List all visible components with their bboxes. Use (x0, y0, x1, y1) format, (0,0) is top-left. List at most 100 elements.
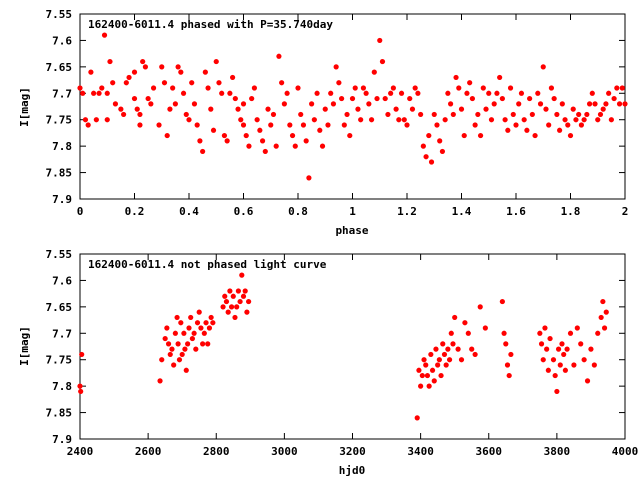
unphased-data-point (567, 330, 574, 336)
phased-data-point (464, 90, 470, 96)
unphased-data-point (428, 351, 434, 358)
phased-data-point (104, 117, 110, 123)
unphased-xtick-label: 3400 (407, 445, 434, 458)
unphased-data-point (564, 346, 570, 352)
phased-data-point (393, 106, 399, 112)
unphased-data-point (550, 357, 557, 363)
phased-data-point (420, 143, 426, 149)
phased-data-point (150, 85, 157, 91)
unphased-data-point (227, 288, 233, 294)
unphased-data-point (506, 372, 512, 379)
phased-data-point (396, 117, 402, 123)
phased-data-point (194, 122, 200, 128)
unphased-data-point (185, 341, 191, 347)
unphased-data-point (431, 378, 437, 384)
phased-data-point (439, 148, 446, 155)
phased-ytick-label: 7.7 (52, 87, 72, 100)
unphased-data-point (193, 346, 199, 352)
phased-data-point (524, 127, 530, 133)
unphased-data-point (581, 357, 587, 363)
unphased-data-point (557, 362, 563, 368)
phased-data-point (131, 95, 138, 102)
unphased-data-point (503, 341, 509, 347)
unphased-data-point (172, 330, 178, 336)
phased-data-point (592, 101, 598, 107)
phased-data-point (259, 138, 266, 144)
phased-data-point (379, 58, 386, 65)
unphased-data-point (446, 357, 453, 363)
phased-data-point (77, 85, 83, 91)
phased-data-point (382, 95, 388, 102)
phased-data-point (99, 85, 105, 91)
unphased-data-point (559, 341, 565, 347)
phased-data-point (126, 74, 132, 81)
phased-data-point (134, 106, 140, 112)
unphased-data-point (167, 351, 173, 358)
phased-data-point (529, 111, 535, 118)
phased-data-point (551, 95, 557, 102)
phased-data-point (104, 90, 110, 96)
phased-plot-title: 162400-6011.4 phased with P=35.740day (88, 18, 333, 31)
phased-data-point (178, 69, 184, 75)
phased-data-point (491, 101, 497, 107)
phased-data-point (180, 90, 187, 96)
unphased-xtick-label: 2600 (135, 445, 162, 458)
phased-data-point (434, 122, 440, 128)
phased-data-point (581, 117, 587, 123)
unphased-data-point (159, 357, 165, 363)
phased-data-point (494, 90, 500, 96)
unphased-data-point (554, 388, 560, 395)
unphased-data-point (440, 341, 446, 347)
phased-data-point (202, 69, 208, 75)
phased-data-point (349, 95, 356, 102)
phased-data-point (311, 117, 317, 123)
unphased-data-point (600, 298, 606, 305)
phased-data-point (140, 58, 146, 65)
phased-data-point (458, 106, 465, 112)
phased-data-point (281, 101, 287, 107)
phased-xtick-label: 1.6 (506, 205, 526, 218)
unphased-data-point (188, 314, 194, 321)
phased-data-point (535, 90, 541, 96)
unphased-data-point (544, 346, 550, 352)
unphased-data-point (162, 335, 168, 342)
unphased-axis-ticks: 2400 2600 2800 3000 3200 3400 3600 3800 4000 7.55… (46, 248, 639, 458)
phased-data-point (191, 101, 198, 107)
unphased-data-point (176, 357, 183, 363)
unphased-data-point (186, 325, 192, 331)
phased-data-point (121, 111, 127, 118)
phased-data-point (110, 80, 116, 86)
phased-data-point (603, 101, 609, 107)
phased-data-point (88, 69, 94, 75)
phased-data-point (298, 111, 304, 118)
phased-xtick-label: 2 (622, 205, 629, 218)
unphased-data-point (555, 346, 562, 352)
unphased-data-point (179, 351, 185, 358)
unphased-xtick-label: 2800 (203, 445, 230, 458)
unphased-data-point (443, 362, 449, 368)
unphased-data-point (178, 320, 184, 326)
phased-data-point (270, 111, 277, 118)
phased-data-point (477, 132, 484, 139)
phased-data-point (273, 143, 279, 149)
phased-data-point (502, 117, 508, 123)
phased-data-point (268, 122, 274, 128)
unphased-data-point (501, 330, 507, 336)
unphased-data-point (595, 330, 601, 336)
phased-data-point (497, 74, 503, 81)
phased-data-point (543, 106, 549, 112)
phased-data-point (328, 90, 334, 96)
phased-data-points (77, 32, 628, 181)
phased-data-point (573, 117, 579, 123)
phased-data-point (96, 90, 102, 96)
phased-data-point (287, 122, 293, 128)
unphased-data-point (472, 351, 478, 358)
phased-data-point (216, 80, 222, 86)
unphased-data-point (165, 341, 172, 347)
phased-data-point (175, 64, 181, 70)
phased-data-point (597, 111, 604, 118)
phased-data-point (292, 143, 298, 149)
phased-data-point (537, 101, 544, 107)
phased-data-point (423, 154, 429, 160)
